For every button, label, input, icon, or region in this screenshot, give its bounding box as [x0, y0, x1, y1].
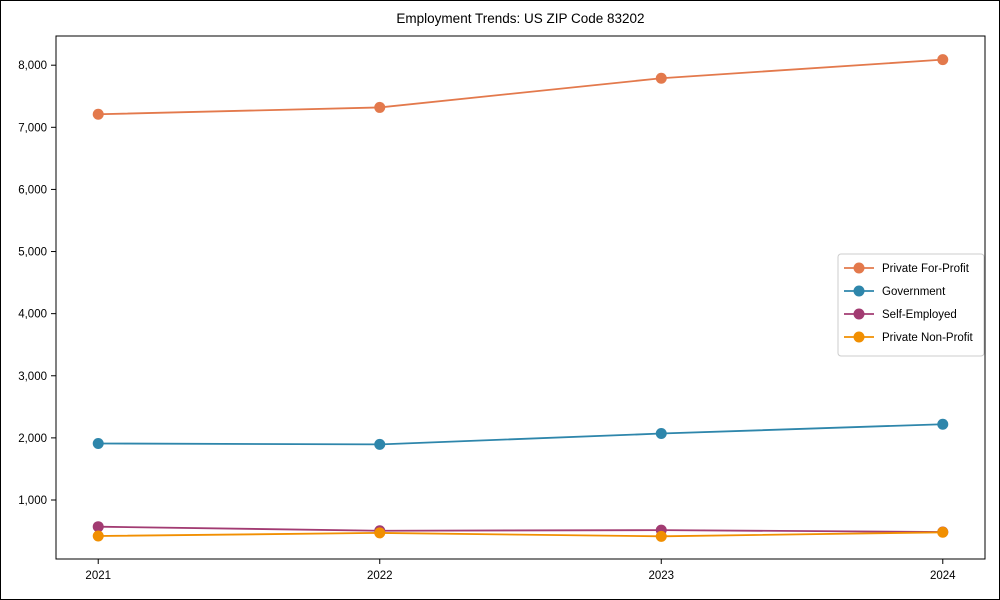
y-tick-label: 2,000	[18, 433, 47, 445]
legend-label: Private For-Profit	[882, 263, 970, 275]
chart-title: Employment Trends: US ZIP Code 83202	[396, 11, 645, 26]
axes-box	[55, 35, 986, 560]
data-point	[655, 428, 667, 440]
data-point	[937, 54, 949, 66]
legend-marker	[853, 285, 865, 297]
legend: Private For-Profit Government Self-Employe…	[837, 253, 985, 357]
x-tick-label: 2024	[930, 570, 956, 582]
legend-label: Private Non-Profit	[882, 332, 974, 344]
data-point	[92, 108, 104, 120]
legend-label: Government	[882, 286, 946, 298]
data-point	[655, 72, 667, 84]
y-tick-label: 6,000	[18, 184, 47, 196]
legend-entry-self-employed: Self-Employed	[844, 308, 957, 321]
series-line	[98, 525, 943, 533]
y-tick-label: 8,000	[18, 60, 47, 72]
x-axis: 2021 2022 2023 2024	[85, 559, 956, 582]
series-government	[92, 418, 949, 450]
legend-marker	[853, 308, 865, 320]
data-point	[937, 418, 949, 430]
data-point	[374, 527, 386, 539]
y-tick-label: 3,000	[18, 371, 47, 383]
x-tick-label: 2023	[648, 570, 674, 582]
legend-marker	[853, 262, 865, 274]
x-tick-label: 2021	[85, 570, 111, 582]
series-private-for-profit	[92, 54, 949, 120]
series-line	[98, 423, 943, 446]
legend-marker	[853, 331, 865, 343]
legend-entry-government: Government	[844, 285, 946, 298]
legend-entry-private-for-profit: Private For-Profit	[844, 262, 970, 275]
y-tick-label: 7,000	[18, 122, 47, 134]
data-point	[655, 530, 667, 542]
legend-entry-private-non-profit: Private Non-Profit	[844, 331, 974, 344]
y-tick-label: 5,000	[18, 247, 47, 259]
y-tick-label: 4,000	[18, 309, 47, 321]
data-point	[92, 521, 104, 533]
y-axis: 1,000 2,000 3,000 4,000 5,000 6,000 7,000 8,000	[18, 60, 56, 507]
x-tick-label: 2022	[367, 570, 393, 582]
series-line	[98, 531, 943, 538]
y-tick-label: 1,000	[18, 495, 47, 507]
data-point	[374, 101, 386, 113]
data-point	[92, 530, 104, 542]
series-line	[98, 58, 943, 116]
series-private-non-profit	[92, 526, 949, 542]
data-point	[374, 438, 386, 450]
data-point	[92, 437, 104, 449]
legend-box	[837, 253, 985, 357]
legend-label: Self-Employed	[882, 309, 957, 321]
data-point	[937, 526, 949, 538]
